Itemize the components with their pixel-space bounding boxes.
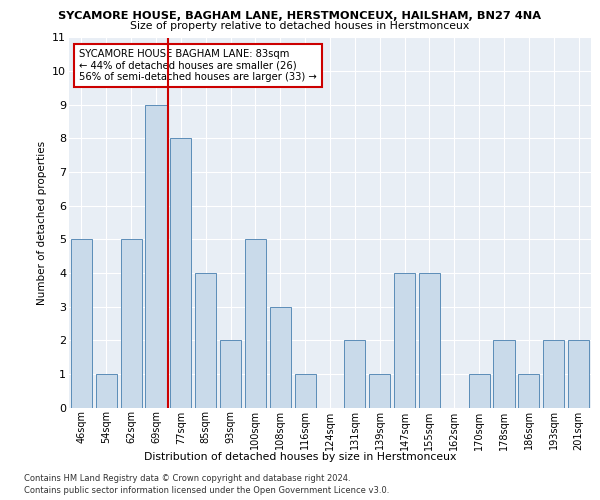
Bar	[270, 306, 291, 408]
Text: Distribution of detached houses by size in Herstmonceux: Distribution of detached houses by size …	[144, 452, 456, 462]
Bar	[493, 340, 515, 407]
Bar	[568, 340, 589, 407]
Bar	[344, 340, 365, 407]
Bar	[469, 374, 490, 408]
Bar	[96, 374, 117, 408]
Text: Size of property relative to detached houses in Herstmonceux: Size of property relative to detached ho…	[130, 21, 470, 31]
Y-axis label: Number of detached properties: Number of detached properties	[37, 140, 47, 304]
Bar	[394, 273, 415, 407]
Text: Contains public sector information licensed under the Open Government Licence v3: Contains public sector information licen…	[24, 486, 389, 495]
Bar	[195, 273, 216, 407]
Bar	[518, 374, 539, 408]
Bar	[170, 138, 191, 407]
Text: SYCAMORE HOUSE, BAGHAM LANE, HERSTMONCEUX, HAILSHAM, BN27 4NA: SYCAMORE HOUSE, BAGHAM LANE, HERSTMONCEU…	[59, 11, 542, 21]
Text: SYCAMORE HOUSE BAGHAM LANE: 83sqm
← 44% of detached houses are smaller (26)
56% : SYCAMORE HOUSE BAGHAM LANE: 83sqm ← 44% …	[79, 48, 317, 82]
Bar	[543, 340, 564, 407]
Bar	[419, 273, 440, 407]
Bar	[220, 340, 241, 407]
Bar	[121, 240, 142, 408]
Bar	[145, 105, 167, 408]
Text: Contains HM Land Registry data © Crown copyright and database right 2024.: Contains HM Land Registry data © Crown c…	[24, 474, 350, 483]
Bar	[71, 240, 92, 408]
Bar	[295, 374, 316, 408]
Bar	[369, 374, 390, 408]
Bar	[245, 240, 266, 408]
